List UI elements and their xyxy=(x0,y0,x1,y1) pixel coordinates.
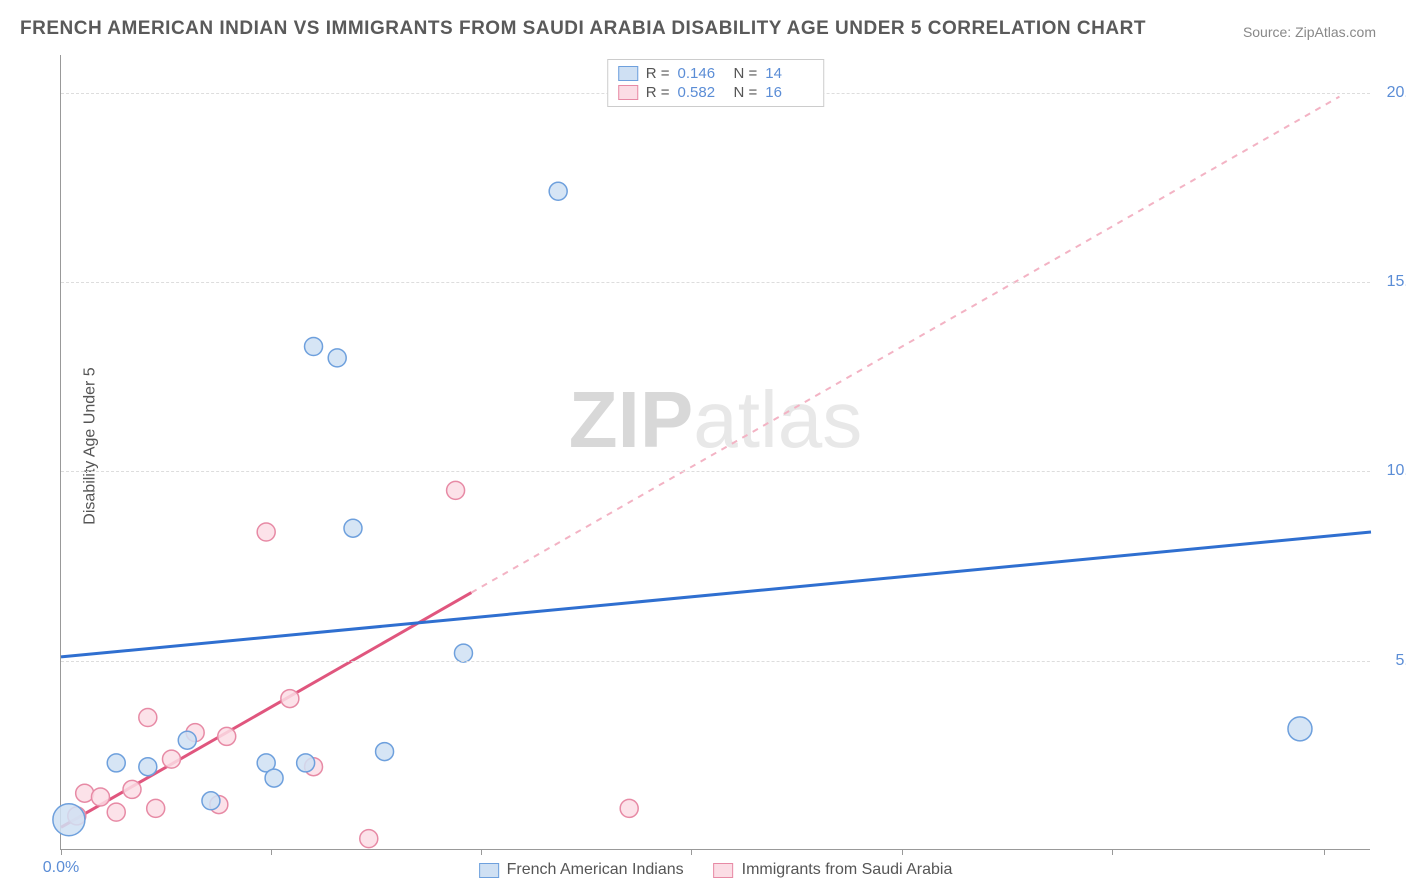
scatter-point-pink xyxy=(257,523,275,541)
r-value-blue: 0.146 xyxy=(678,65,726,82)
series-name-pink: Immigrants from Saudi Arabia xyxy=(742,861,953,879)
scatter-point-blue xyxy=(328,349,346,367)
legend-swatch-pink xyxy=(618,85,638,100)
trendline-pink-dashed xyxy=(471,97,1339,593)
scatter-point-blue xyxy=(1288,717,1312,741)
x-tick xyxy=(691,849,692,855)
x-tick-label-min: 0.0% xyxy=(43,859,79,877)
scatter-point-pink xyxy=(620,799,638,817)
scatter-point-pink xyxy=(360,830,378,848)
scatter-point-pink xyxy=(147,799,165,817)
chart-area: ZIPatlas R = 0.146 N = 14 R = 0.582 N = … xyxy=(60,55,1370,850)
n-value-blue: 14 xyxy=(765,65,813,82)
n-value-pink: 16 xyxy=(765,84,813,101)
x-tick xyxy=(1324,849,1325,855)
series-name-blue: French American Indians xyxy=(507,861,684,879)
legend-item-pink: Immigrants from Saudi Arabia xyxy=(714,861,953,879)
x-tick xyxy=(271,849,272,855)
y-tick-label: 10.0% xyxy=(1377,462,1406,480)
scatter-point-blue xyxy=(297,754,315,772)
n-label: N = xyxy=(734,84,758,101)
legend-swatch-blue xyxy=(618,66,638,81)
source-label: Source: ZipAtlas.com xyxy=(1243,24,1376,40)
scatter-point-pink xyxy=(281,690,299,708)
r-value-pink: 0.582 xyxy=(678,84,726,101)
y-tick-label: 15.0% xyxy=(1377,273,1406,291)
r-label: R = xyxy=(646,84,670,101)
x-tick xyxy=(481,849,482,855)
gridline-h xyxy=(61,282,1370,283)
trendline-blue xyxy=(61,532,1371,657)
scatter-point-pink xyxy=(76,784,94,802)
x-tick xyxy=(1112,849,1113,855)
y-tick-label: 20.0% xyxy=(1377,84,1406,102)
y-tick-label: 5.0% xyxy=(1377,652,1406,670)
plot-svg xyxy=(61,55,1370,849)
r-label: R = xyxy=(646,65,670,82)
legend-item-blue: French American Indians xyxy=(479,861,684,879)
scatter-point-blue xyxy=(139,758,157,776)
scatter-point-blue xyxy=(107,754,125,772)
chart-title: FRENCH AMERICAN INDIAN VS IMMIGRANTS FRO… xyxy=(20,18,1146,40)
gridline-h xyxy=(61,661,1370,662)
n-label: N = xyxy=(734,65,758,82)
scatter-point-pink xyxy=(91,788,109,806)
scatter-point-blue xyxy=(265,769,283,787)
scatter-point-pink xyxy=(447,481,465,499)
legend-stats: R = 0.146 N = 14 R = 0.582 N = 16 xyxy=(607,59,825,107)
scatter-point-pink xyxy=(162,750,180,768)
legend-swatch-pink-2 xyxy=(714,863,734,878)
scatter-point-pink xyxy=(107,803,125,821)
scatter-point-blue xyxy=(454,644,472,662)
legend-swatch-blue-2 xyxy=(479,863,499,878)
scatter-point-blue xyxy=(305,338,323,356)
scatter-point-blue xyxy=(178,731,196,749)
gridline-h xyxy=(61,471,1370,472)
legend-stats-row-blue: R = 0.146 N = 14 xyxy=(618,64,814,83)
x-tick xyxy=(902,849,903,855)
scatter-point-pink xyxy=(218,727,236,745)
legend-series: French American Indians Immigrants from … xyxy=(479,861,953,879)
x-tick xyxy=(61,849,62,855)
scatter-point-blue xyxy=(202,792,220,810)
scatter-point-blue xyxy=(53,804,85,836)
scatter-point-blue xyxy=(344,519,362,537)
legend-stats-row-pink: R = 0.582 N = 16 xyxy=(618,83,814,102)
scatter-point-blue xyxy=(549,182,567,200)
trendline-pink-solid xyxy=(61,593,471,828)
scatter-point-pink xyxy=(139,709,157,727)
scatter-point-blue xyxy=(376,743,394,761)
scatter-point-pink xyxy=(123,780,141,798)
